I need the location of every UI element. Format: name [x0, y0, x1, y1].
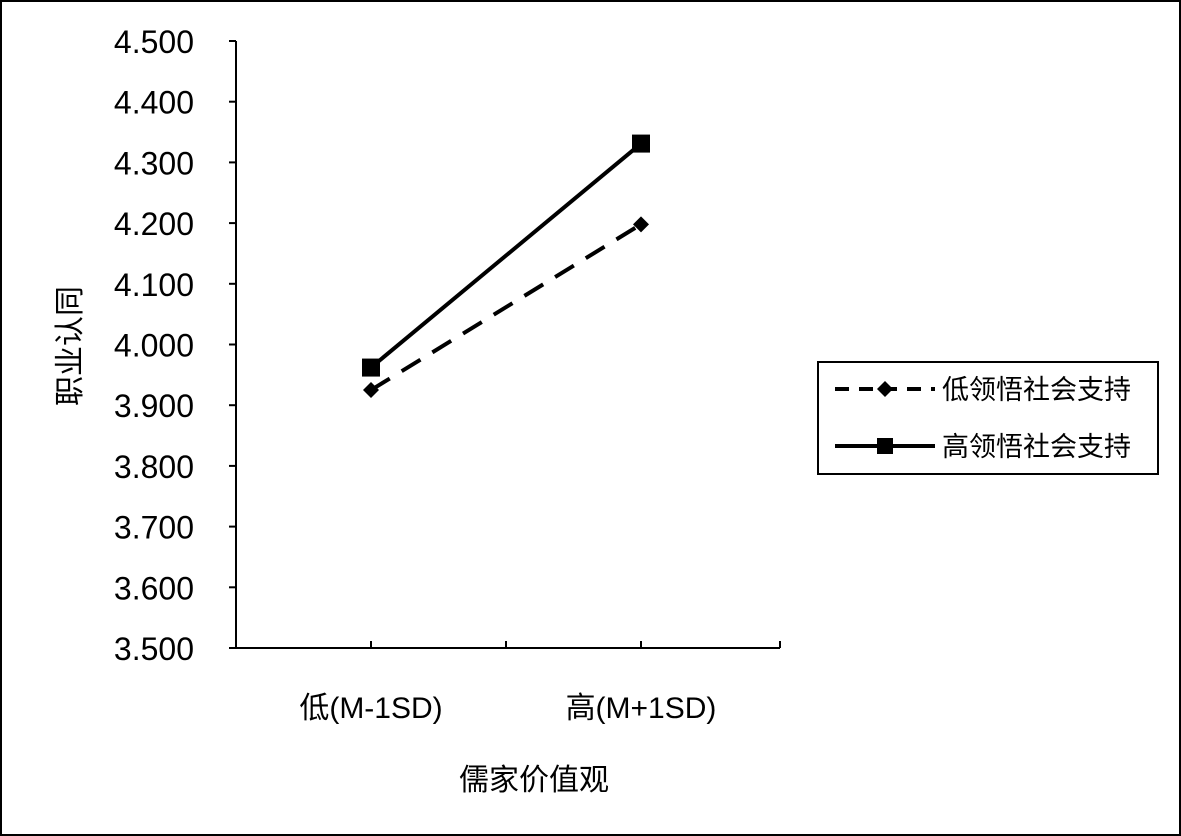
y-tick-label: 3.700 [114, 510, 194, 546]
data-point-high [362, 358, 380, 377]
legend: 低领悟社会支持 高领悟社会支持 [817, 361, 1159, 475]
x-axis [236, 641, 781, 649]
y-tick-label: 4.500 [114, 24, 194, 60]
y-tick-label: 4.300 [114, 145, 194, 181]
data-point-low [363, 382, 379, 399]
y-tick-label: 4.000 [114, 328, 194, 364]
x-tick-label-high: 高(M+1SD) [566, 692, 717, 725]
y-tick-label: 4.200 [114, 206, 194, 242]
legend-box [817, 361, 1159, 475]
data-point-high [632, 134, 650, 153]
legend-label-high: 高领悟社会支持 [942, 432, 1131, 462]
y-tick-label: 3.900 [114, 388, 194, 424]
y-axis [229, 40, 237, 649]
series-line-low [369, 222, 643, 392]
series-line-high [369, 142, 643, 370]
y-tick-label: 4.400 [114, 85, 194, 121]
y-tick-label: 3.600 [114, 570, 194, 606]
y-tick-label: 3.500 [114, 631, 194, 667]
y-tick-labels: 4.500 4.400 4.300 4.200 4.100 4.000 3.900 3.800… [114, 24, 194, 667]
legend-item-high: 高领悟社会支持 [835, 432, 1131, 462]
legend-label-low: 低领悟社会支持 [942, 375, 1131, 405]
legend-swatch-high-marker [877, 438, 893, 454]
plot-area [362, 134, 650, 399]
data-point-low [633, 216, 649, 233]
legend-item-low: 低领悟社会支持 [835, 375, 1131, 405]
y-axis-title: 职业认同 [54, 286, 87, 406]
y-tick-label: 3.800 [114, 449, 194, 485]
legend-swatch-low-marker [877, 381, 893, 397]
x-axis-title: 儒家价值观 [459, 764, 609, 797]
y-tick-label: 4.100 [114, 267, 194, 303]
x-tick-label-low: 低(M-1SD) [299, 692, 442, 725]
